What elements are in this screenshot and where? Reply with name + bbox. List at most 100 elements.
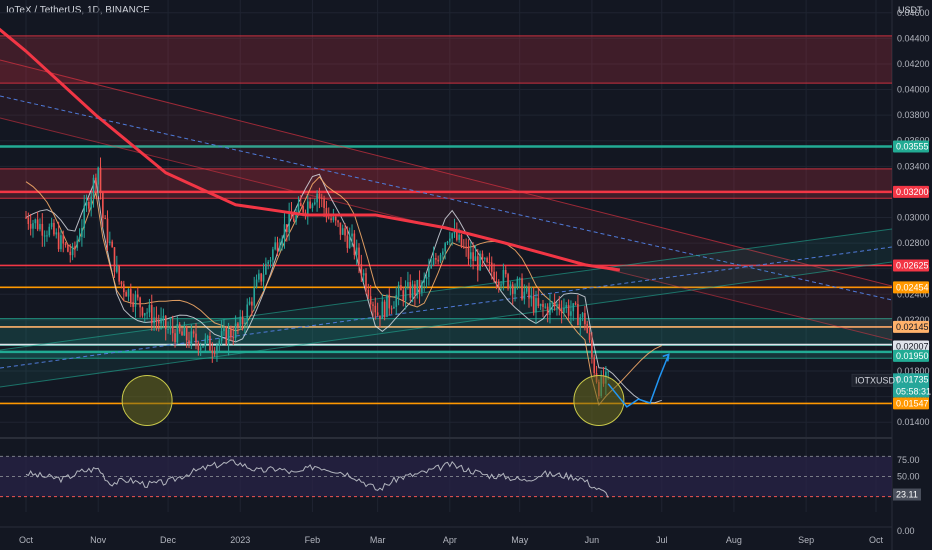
candle-body: [367, 289, 370, 297]
trend-channels: [0, 59, 893, 388]
candle-body: [421, 282, 423, 293]
candle-body: [402, 290, 405, 301]
candle-body: [41, 223, 44, 236]
candle-body: [71, 246, 74, 256]
candle-body: [556, 304, 558, 306]
channel-line: [0, 261, 893, 388]
projection-line: [607, 354, 670, 408]
candle-body: [43, 235, 46, 237]
candle-body: [190, 331, 193, 345]
time-tick-label: Jun: [585, 535, 600, 545]
candle-body: [462, 246, 465, 248]
candle-body: [290, 212, 293, 219]
candle-body: [435, 257, 437, 260]
candle-body: [430, 264, 433, 269]
candle-body: [500, 284, 502, 286]
candle-body: [523, 291, 526, 300]
candle-body: [157, 320, 160, 324]
candle-body: [393, 306, 395, 309]
price-tick-label: 0.04000: [897, 85, 930, 95]
candle-body: [248, 301, 251, 305]
candle-body: [509, 284, 512, 289]
candle-body: [588, 332, 591, 340]
candle-body: [32, 223, 34, 229]
candle-body: [90, 196, 93, 209]
candle-body: [563, 308, 565, 313]
level-price-tag-bg: [893, 140, 929, 153]
time-tick-label: Mar: [370, 535, 386, 545]
candle-body: [469, 252, 472, 259]
candle-body: [218, 340, 221, 346]
candle-body: [374, 305, 377, 313]
candle-body: [353, 233, 356, 256]
candle-body: [262, 274, 265, 282]
candle-body: [246, 304, 249, 323]
candle-body: [525, 287, 528, 292]
candle-body: [479, 253, 481, 271]
highlight-circle: [121, 374, 173, 426]
candle-body: [155, 317, 158, 321]
candle-body: [195, 333, 197, 343]
candle-body: [397, 285, 400, 296]
cloud-lines: [25, 173, 662, 406]
candle-body: [495, 280, 498, 282]
candle-body: [269, 259, 272, 262]
candle-body: [411, 284, 414, 298]
candle-body: [283, 224, 286, 239]
candle-body: [446, 241, 449, 244]
candle-body: [197, 342, 200, 351]
level-price-tag-bg: [893, 349, 929, 362]
candle-body: [458, 234, 460, 240]
level-price-tag: 0.02454: [896, 282, 929, 292]
candle-body: [460, 234, 463, 247]
candle-body: [111, 241, 113, 248]
candle-body: [299, 203, 302, 207]
candle-body: [160, 317, 162, 324]
candle-body: [88, 201, 90, 209]
candle-body: [570, 311, 572, 316]
candle-body: [381, 301, 384, 319]
candle-body: [358, 247, 360, 265]
channel-midline: [0, 246, 893, 369]
candle-body: [351, 233, 353, 237]
candle-body: [97, 167, 100, 185]
candle-body: [141, 307, 144, 316]
candle-body: [225, 328, 228, 345]
price-tick-label: 0.04400: [897, 33, 930, 43]
candle-body: [25, 217, 27, 219]
candle-body: [390, 308, 393, 310]
candle-body: [451, 233, 453, 239]
candle-body: [490, 262, 493, 272]
candle-body: [286, 224, 288, 232]
candle-body: [607, 371, 610, 373]
candle-body: [518, 278, 521, 280]
price-zone: [0, 351, 892, 359]
time-tick-label: Sep: [798, 535, 814, 545]
rsi-value-bg: [893, 488, 921, 501]
candle-body: [260, 273, 263, 282]
time-tick-label: Nov: [90, 535, 107, 545]
time-tick-label: Apr: [443, 535, 457, 545]
candle-body: [369, 296, 372, 305]
candle-body: [234, 323, 237, 339]
candle-body: [423, 278, 426, 283]
candle-body: [129, 289, 132, 303]
time-tick-label: 2023: [230, 535, 250, 545]
candle-body: [64, 243, 67, 246]
symbol-tag-bg: [851, 373, 893, 387]
time-axis: Oct Nov Dec 2023 Feb Mar Apr May Jun Jul Aug Sep Oct: [19, 535, 884, 545]
candle-body: [404, 287, 407, 301]
candle-body: [472, 252, 474, 262]
candle-body: [565, 305, 568, 309]
candle-body: [50, 222, 53, 227]
candle-body: [537, 298, 540, 306]
candle-body: [295, 212, 297, 222]
candle-body: [125, 292, 127, 297]
candle-body: [474, 256, 477, 262]
candle-body: [481, 253, 484, 260]
cloud-line-white: [25, 173, 662, 404]
candle-body: [302, 206, 304, 213]
rsi-line: [25, 459, 609, 498]
